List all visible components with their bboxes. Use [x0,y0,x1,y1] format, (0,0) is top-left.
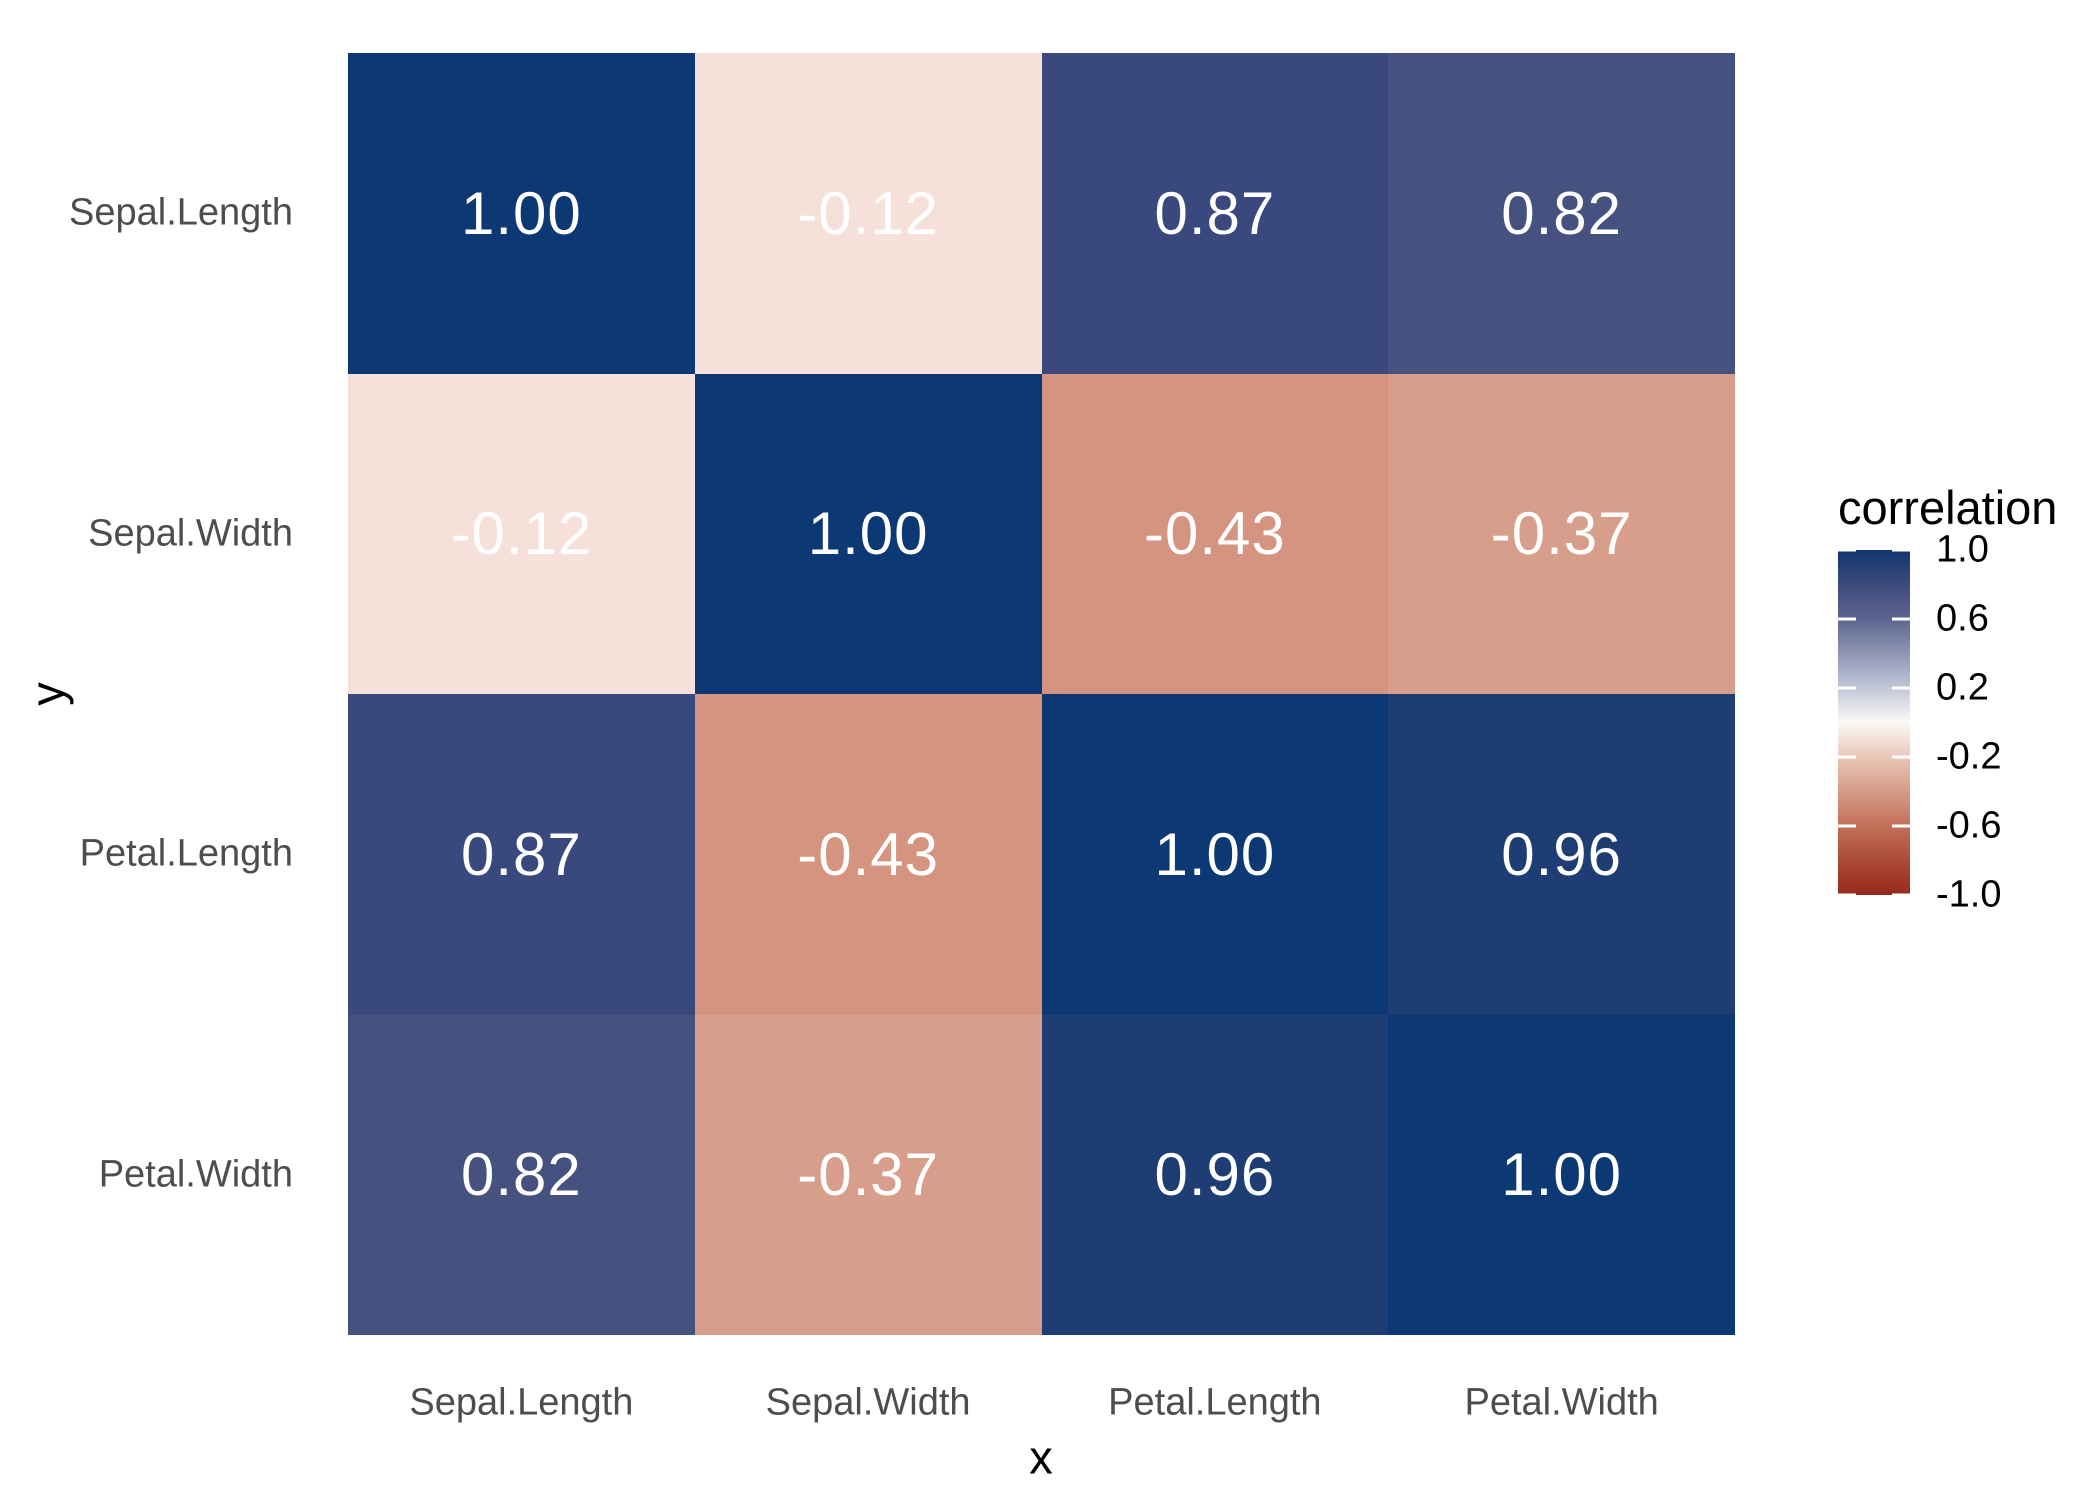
y-axis-title: y [20,682,74,706]
heatmap-grid: 1.00 -0.12 0.87 0.82 -0.12 1.00 -0.43 -0.37 0.87… [348,53,1735,1335]
legend-tick-label: 0.2 [1936,666,1989,709]
heatmap-cell: 0.82 [348,1014,695,1335]
heatmap-cell: 1.00 [694,373,1042,694]
legend-tickmark [1892,824,1910,828]
x-tick-label: Sepal.Width [765,1381,971,1424]
heatmap-cell: -0.37 [1388,373,1735,694]
heatmap-cell: 0.96 [1388,694,1735,1015]
legend-tickmark [1838,686,1856,690]
y-tick-label: Petal.Width [98,1153,293,1196]
legend: correlation 1.0 0.6 0.2 -0.2 -0.6 -1.0 [1838,480,2098,920]
heatmap-cell: 0.87 [348,694,695,1015]
legend-tick-label: -0.2 [1936,735,2002,778]
heatmap-cell: -0.43 [694,694,1042,1015]
legend-tick-label: 1.0 [1936,528,1989,571]
legend-tickmark [1838,548,1856,552]
legend-tickmark [1892,548,1910,552]
x-tick-label: Petal.Length [1108,1381,1322,1424]
y-axis-tick-labels: Sepal.Length Sepal.Width Petal.Length Petal… [0,53,293,1335]
heatmap-cell: -0.12 [694,53,1042,374]
legend-tickmark [1838,617,1856,621]
legend-tickmark [1838,755,1856,759]
heatmap-cell: -0.12 [348,373,695,694]
x-axis-tick-labels: Sepal.Length Sepal.Width Petal.Length Petal… [348,1335,1735,1435]
y-tick-label: Sepal.Length [69,191,293,234]
x-axis-title: x [1029,1430,1053,1484]
heatmap-cell: 1.00 [1041,694,1389,1015]
legend-tickmark [1892,617,1910,621]
heatmap-cell: 1.00 [348,53,695,374]
legend-title: correlation [1838,481,2058,534]
legend-tickmark [1892,893,1910,897]
x-tick-label: Petal.Width [1464,1381,1659,1424]
heatmap-cell: 1.00 [1388,1014,1735,1335]
heatmap-cell: 0.82 [1388,53,1735,374]
y-tick-label: Petal.Length [79,832,293,875]
legend-tick-label: 0.6 [1936,597,1989,640]
heatmap-cell: -0.37 [694,1014,1042,1335]
legend-tickmark [1892,686,1910,690]
legend-tickmark [1838,824,1856,828]
legend-tickmark [1892,755,1910,759]
legend-tick-label: -0.6 [1936,804,2002,847]
legend-tickmark [1838,893,1856,897]
heatmap-cell: 0.96 [1041,1014,1389,1335]
y-tick-label: Sepal.Width [88,512,293,555]
heatmap-cell: 0.87 [1041,53,1389,374]
heatmap-cell: -0.43 [1041,373,1389,694]
legend-colorbar [1838,548,1910,897]
x-tick-label: Sepal.Length [409,1381,634,1424]
legend-tick-label: -1.0 [1936,873,2002,916]
